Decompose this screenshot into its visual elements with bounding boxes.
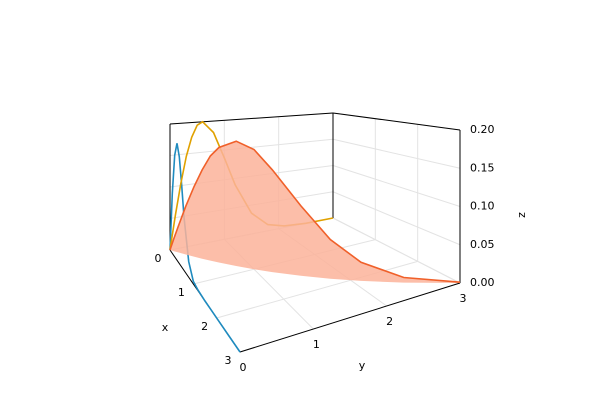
y-tick-label: 0 (240, 361, 247, 374)
z-tick-label: 0.05 (470, 238, 495, 251)
grid-line (169, 138, 334, 156)
grid-line (332, 191, 461, 246)
grid-line (332, 217, 461, 284)
y-axis-label: y (359, 359, 366, 372)
grid-line (332, 138, 461, 169)
y-tick-label: 1 (313, 338, 320, 351)
x-tick-label: 1 (178, 286, 185, 299)
y-tick-label: 2 (386, 315, 393, 328)
x-tick-label: 0 (155, 252, 162, 265)
line (169, 140, 461, 283)
z-tick-label: 0.00 (470, 276, 495, 289)
z-tick-label: 0.20 (470, 123, 495, 136)
grid-line (332, 165, 461, 207)
z-tick-label: 0.10 (470, 200, 495, 213)
axis-edge (169, 112, 334, 125)
axis-edge (239, 282, 461, 353)
x-tick-label: 2 (201, 320, 208, 333)
y-tick-label: 3 (460, 292, 467, 305)
area-fill (170, 141, 460, 283)
z-axis-label: z (515, 212, 528, 218)
z-tick-label: 0.15 (470, 161, 495, 174)
x-axis-label: x (162, 321, 169, 334)
axis-edge (332, 112, 461, 131)
x-tick-label: 3 (225, 354, 232, 367)
